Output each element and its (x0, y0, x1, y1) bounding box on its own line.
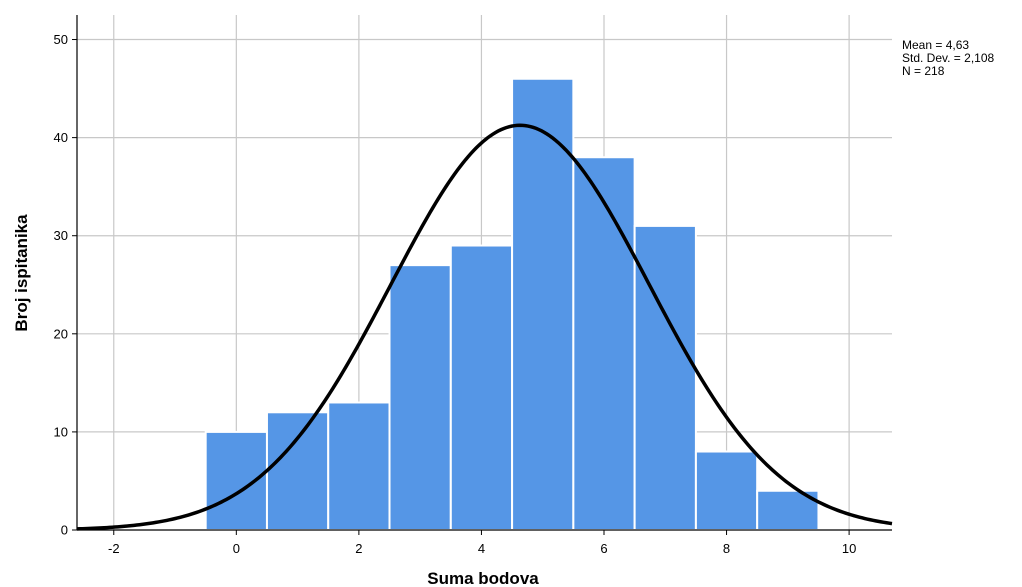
histogram-bar (572, 156, 636, 531)
histogram-bar (633, 224, 697, 531)
histogram-bar (327, 401, 391, 532)
y-tick-label: 50 (54, 32, 68, 47)
stats-n: N = 218 (902, 64, 945, 78)
x-tick-label: 0 (233, 541, 240, 556)
y-axis-title: Broj ispitanika (12, 214, 31, 332)
histogram-bars (204, 77, 820, 532)
histogram-bar (449, 244, 514, 531)
normal-curve (76, 123, 893, 531)
histogram-bar (388, 264, 452, 531)
histogram-bar (204, 430, 268, 531)
x-tick-label: 6 (600, 541, 607, 556)
x-tick-labels: -2 0 2 4 6 8 10 (108, 541, 856, 556)
stats-box: Mean = 4,63 Std. Dev. = 2,108 N = 218 (902, 38, 994, 78)
y-tick-labels: 0 10 20 30 40 50 (54, 32, 68, 537)
x-axis-title: Suma bodova (427, 569, 539, 587)
y-tick-label: 30 (54, 228, 68, 243)
histogram-bar (265, 411, 330, 531)
stats-mean: Mean = 4,63 (902, 38, 969, 52)
y-tick-label: 0 (61, 523, 68, 538)
x-tick-label: 10 (842, 541, 856, 556)
stats-std-dev: Std. Dev. = 2,108 (902, 51, 994, 65)
normal-curve-layer (76, 123, 893, 531)
x-tick-label: 8 (723, 541, 730, 556)
x-tick-label: 2 (355, 541, 362, 556)
y-tick-label: 20 (54, 326, 68, 341)
y-tick-label: 10 (54, 424, 68, 439)
x-tick-label: -2 (108, 541, 120, 556)
x-tick-label: 4 (478, 541, 485, 556)
histogram-bar (694, 450, 759, 531)
axes (72, 15, 892, 535)
y-tick-label: 40 (54, 130, 68, 145)
